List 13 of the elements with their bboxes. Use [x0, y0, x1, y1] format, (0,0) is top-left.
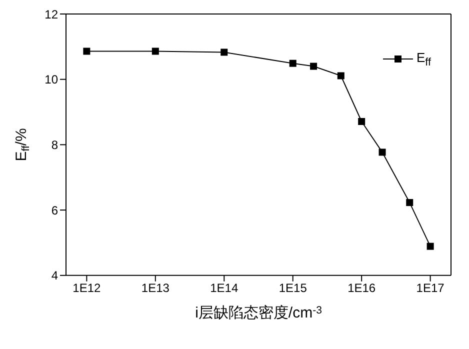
legend-label: E$_{ff}$ [416, 50, 431, 69]
x-tick-label: 1E16 [348, 280, 376, 295]
x-tick-label: 1E12 [72, 280, 102, 295]
x-tick-label: 1E14 [210, 280, 238, 295]
x-tick-label: 1E13 [141, 280, 170, 295]
x-tick-label: 1E15 [278, 280, 308, 295]
y-tick-label: 8 [51, 138, 58, 152]
x-tick-label: 1E17 [416, 280, 445, 295]
y-tick-label: 12 [44, 7, 58, 22]
y-tick-label: 4 [51, 268, 58, 283]
y-tick-label: 10 [44, 72, 58, 87]
x-axis-title: i层缺陷态密度/cm$^{-3}$ [195, 304, 322, 322]
y-tick-label: 6 [51, 203, 58, 218]
